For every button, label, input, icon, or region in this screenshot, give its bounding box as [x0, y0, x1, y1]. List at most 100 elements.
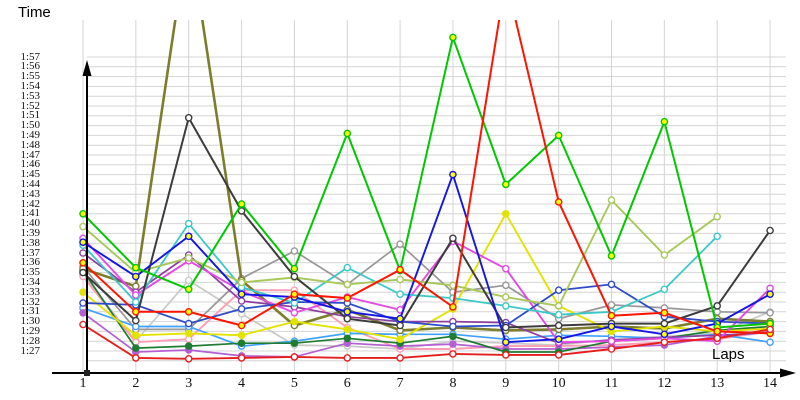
data-point-light-green	[184, 254, 193, 262]
data-point-navy	[237, 305, 246, 313]
data-point-navy	[607, 280, 616, 289]
data-point-red	[237, 354, 246, 362]
y-tick-label: 1:37	[20, 246, 40, 259]
data-point-gray	[290, 247, 299, 255]
data-point-light-green	[501, 293, 510, 301]
series-line-magenta	[82, 237, 771, 344]
data-point-yellow	[290, 317, 299, 326]
y-tick-label: 1:50	[20, 119, 40, 132]
data-point-scarlet	[660, 308, 669, 317]
data-point-red	[766, 325, 774, 334]
data-point-yellow	[343, 325, 352, 334]
y-tick-label: 1:33	[20, 285, 40, 298]
x-tick-label: 7	[396, 376, 404, 391]
data-point-blue	[501, 338, 510, 347]
data-point-magenta	[607, 337, 616, 346]
data-point-light-green	[79, 222, 87, 231]
y-tick-label: 1:53	[20, 89, 40, 102]
data-point-red	[713, 334, 722, 343]
y-tick-label: 1:57	[20, 50, 40, 63]
series-scarlet	[79, 20, 774, 338]
data-point-dark-gray	[131, 316, 140, 325]
data-point-yellow	[237, 331, 246, 340]
y-tick-label: 1:40	[20, 217, 40, 230]
x-tick-label: 11	[604, 376, 619, 391]
data-point-blue	[449, 170, 457, 179]
data-point-red	[501, 351, 510, 359]
data-point-red	[449, 350, 457, 358]
data-point-green	[290, 264, 299, 273]
y-tick-label: 1:27	[20, 344, 40, 357]
data-point-cyan	[501, 302, 510, 310]
data-point-dark-gray	[660, 319, 669, 328]
x-tick-label: 5	[290, 376, 298, 391]
data-point-blue	[766, 290, 774, 299]
y-tick-label: 1:47	[20, 148, 40, 161]
y-tick-label: 1:31	[20, 305, 40, 318]
data-point-navy	[79, 299, 87, 307]
data-point-dark-gray	[290, 272, 299, 281]
data-point-dark-green	[237, 339, 246, 348]
data-point-green	[554, 131, 563, 140]
data-point-dark-green	[131, 344, 140, 352]
data-point-cyan	[343, 263, 352, 272]
data-point-red	[343, 354, 352, 362]
data-point-light-green	[396, 275, 404, 284]
y-tick-label: 1:41	[20, 207, 40, 220]
data-point-yellow	[501, 209, 510, 218]
data-point-dark-gray	[343, 314, 352, 323]
data-point-red	[131, 354, 140, 362]
data-point-green	[237, 200, 246, 208]
data-point-blue	[607, 322, 616, 331]
data-point-red	[290, 353, 299, 361]
y-tick-label: 1:29	[20, 324, 40, 337]
data-point-blue	[184, 232, 193, 241]
series-line-dark-gray	[82, 115, 771, 329]
series-dark-gray	[79, 114, 774, 332]
data-point-scarlet	[131, 307, 140, 316]
y-tick-label: 1:34	[20, 275, 40, 288]
x-axis-arrow	[780, 368, 796, 378]
data-point-scarlet	[237, 321, 246, 330]
data-point-navy	[554, 286, 563, 295]
plot-area	[79, 20, 774, 363]
x-tick-label: 8	[449, 376, 457, 391]
data-point-light-green	[343, 280, 352, 289]
data-point-red	[607, 345, 616, 353]
series-line-green	[82, 33, 771, 329]
data-point-scarlet	[713, 327, 722, 336]
data-point-blue	[131, 272, 140, 281]
x-tick-label: 2	[132, 376, 140, 391]
data-point-light-green	[237, 278, 246, 287]
data-point-magenta	[501, 264, 510, 273]
y-tick-label: 1:52	[20, 99, 40, 112]
data-point-gray	[396, 240, 404, 248]
data-point-dark-gray	[184, 114, 193, 122]
data-point-yellow	[79, 288, 87, 297]
y-tick-label: 1:54	[20, 79, 40, 92]
y-tick-label: 1:39	[20, 226, 40, 239]
data-point-red	[554, 351, 563, 359]
series-line-red	[82, 323, 771, 360]
data-point-gray	[766, 308, 774, 317]
y-tick-label: 1:43	[20, 187, 40, 200]
data-point-green	[449, 33, 457, 42]
series-line-blue	[82, 171, 771, 344]
data-point-blue	[237, 290, 246, 299]
data-point-violet	[79, 308, 87, 317]
series-red	[79, 320, 774, 363]
data-point-dark-gray	[449, 234, 457, 243]
data-point-scarlet	[343, 294, 352, 302]
data-point-dark-gray	[79, 268, 87, 277]
y-tick-label: 1:30	[20, 315, 40, 328]
x-tick-label: 6	[343, 376, 351, 391]
y-tick-label: 1:48	[20, 138, 40, 151]
data-point-red	[184, 354, 193, 363]
y-axis-title: Time	[18, 4, 51, 21]
y-tick-label: 1:35	[20, 266, 40, 279]
data-point-yellow	[131, 331, 140, 340]
y-axis-arrow	[82, 60, 92, 76]
data-point-light-gray	[184, 276, 193, 285]
y-tick-label: 1:45	[20, 168, 40, 181]
